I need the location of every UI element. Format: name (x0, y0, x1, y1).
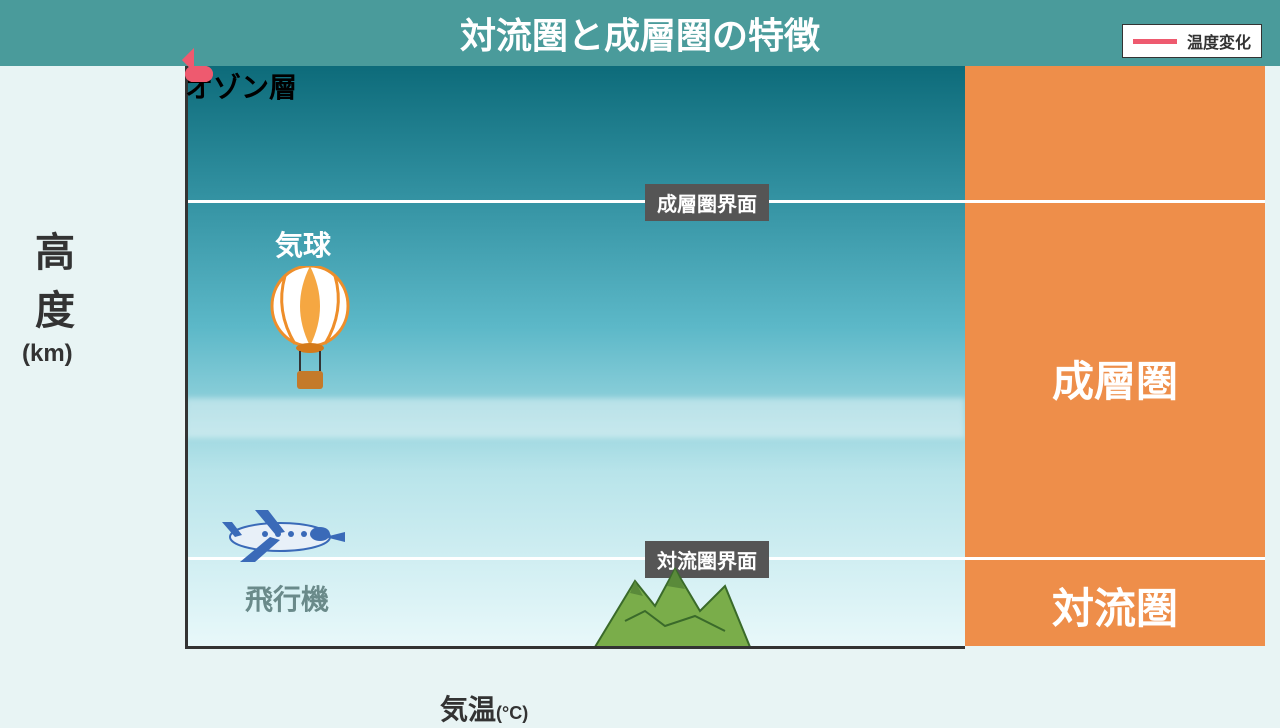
page-title: 対流圏と成層圏の特徴 (460, 7, 820, 59)
x-axis-title-text: 気温 (440, 694, 496, 725)
airplane-icon (220, 502, 350, 572)
legend-label: 温度変化 (1187, 29, 1251, 53)
troposphere-label: 対流圏 (965, 575, 1265, 636)
x-axis-unit: (°C) (496, 703, 528, 723)
chart-plot-area: 成層圏界面 対流圏界面 オゾン層 気球 飛行機 (185, 66, 965, 646)
balloon-label: 気球 (275, 224, 331, 264)
legend-line-swatch (1133, 39, 1177, 44)
tropopause-line (185, 557, 965, 560)
x-axis-title: 気温(°C) (440, 688, 528, 728)
y-axis-title: 高度 (30, 220, 80, 336)
balloon-icon (265, 266, 355, 396)
layers-panel: 成層圏 対流圏 (965, 66, 1265, 646)
y-axis-unit: (km) (22, 340, 73, 368)
ozone-layer-band (185, 398, 965, 438)
y-axis (185, 66, 188, 646)
y-axis-title-text: 高度 (35, 231, 75, 333)
legend: 温度変化 (1122, 24, 1262, 58)
stratopause-label: 成層圏界面 (645, 184, 769, 221)
tropopause-label: 対流圏界面 (645, 541, 769, 578)
stratosphere-label: 成層圏 (965, 348, 1265, 409)
stratopause-line-right (965, 200, 1265, 203)
x-axis (185, 646, 965, 649)
airplane-label: 飛行機 (245, 578, 329, 618)
callout-lower (185, 66, 213, 82)
tropopause-line-right (965, 557, 1265, 560)
stratopause-line (185, 200, 965, 203)
